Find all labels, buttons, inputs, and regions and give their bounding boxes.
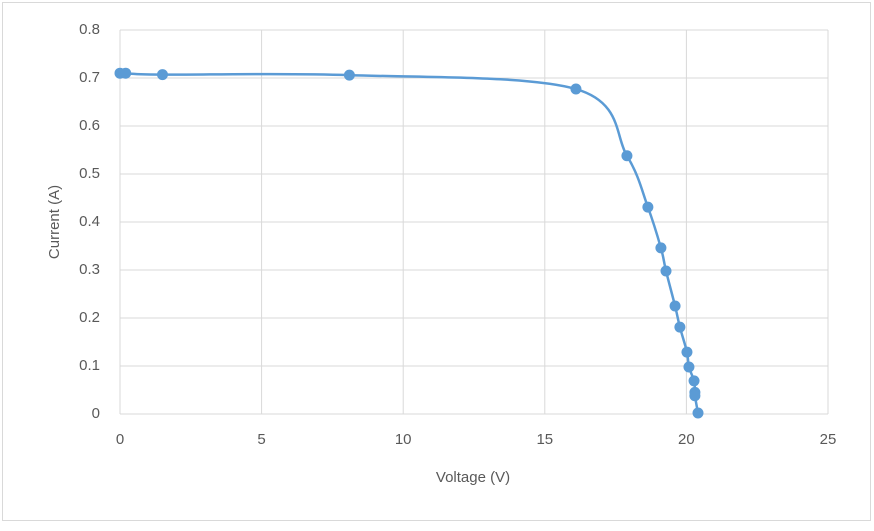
y-tick-label: 0 — [92, 405, 100, 422]
data-point — [692, 407, 704, 419]
data-point — [570, 83, 582, 95]
chart-border — [2, 2, 871, 521]
x-tick-label: 0 — [116, 431, 124, 448]
x-tick-label: 15 — [536, 431, 553, 448]
data-point — [642, 201, 654, 213]
data-point — [621, 150, 633, 162]
x-tick-label: 20 — [678, 431, 695, 448]
data-point — [655, 242, 667, 254]
data-point — [156, 69, 168, 81]
y-tick-label: 0.4 — [79, 213, 100, 230]
x-tick-label: 25 — [820, 431, 837, 448]
y-tick-label: 0.8 — [79, 21, 100, 38]
data-point — [681, 346, 693, 358]
y-axis-title: Current (A) — [46, 185, 63, 259]
y-tick-label: 0.2 — [79, 309, 100, 326]
y-tick-label: 0.7 — [79, 69, 100, 86]
y-tick-label: 0.6 — [79, 117, 100, 134]
data-point — [683, 361, 695, 373]
y-tick-label: 0.5 — [79, 165, 100, 182]
x-axis-title: Voltage (V) — [436, 469, 510, 486]
x-tick-label: 5 — [257, 431, 265, 448]
data-point — [660, 265, 672, 277]
data-point — [343, 69, 355, 81]
data-point — [688, 375, 700, 387]
data-point — [120, 67, 132, 79]
data-point — [689, 390, 701, 402]
data-point — [669, 300, 681, 312]
data-point — [674, 321, 686, 333]
y-tick-label: 0.3 — [79, 261, 100, 278]
y-tick-label: 0.1 — [79, 357, 100, 374]
x-tick-label: 10 — [395, 431, 412, 448]
